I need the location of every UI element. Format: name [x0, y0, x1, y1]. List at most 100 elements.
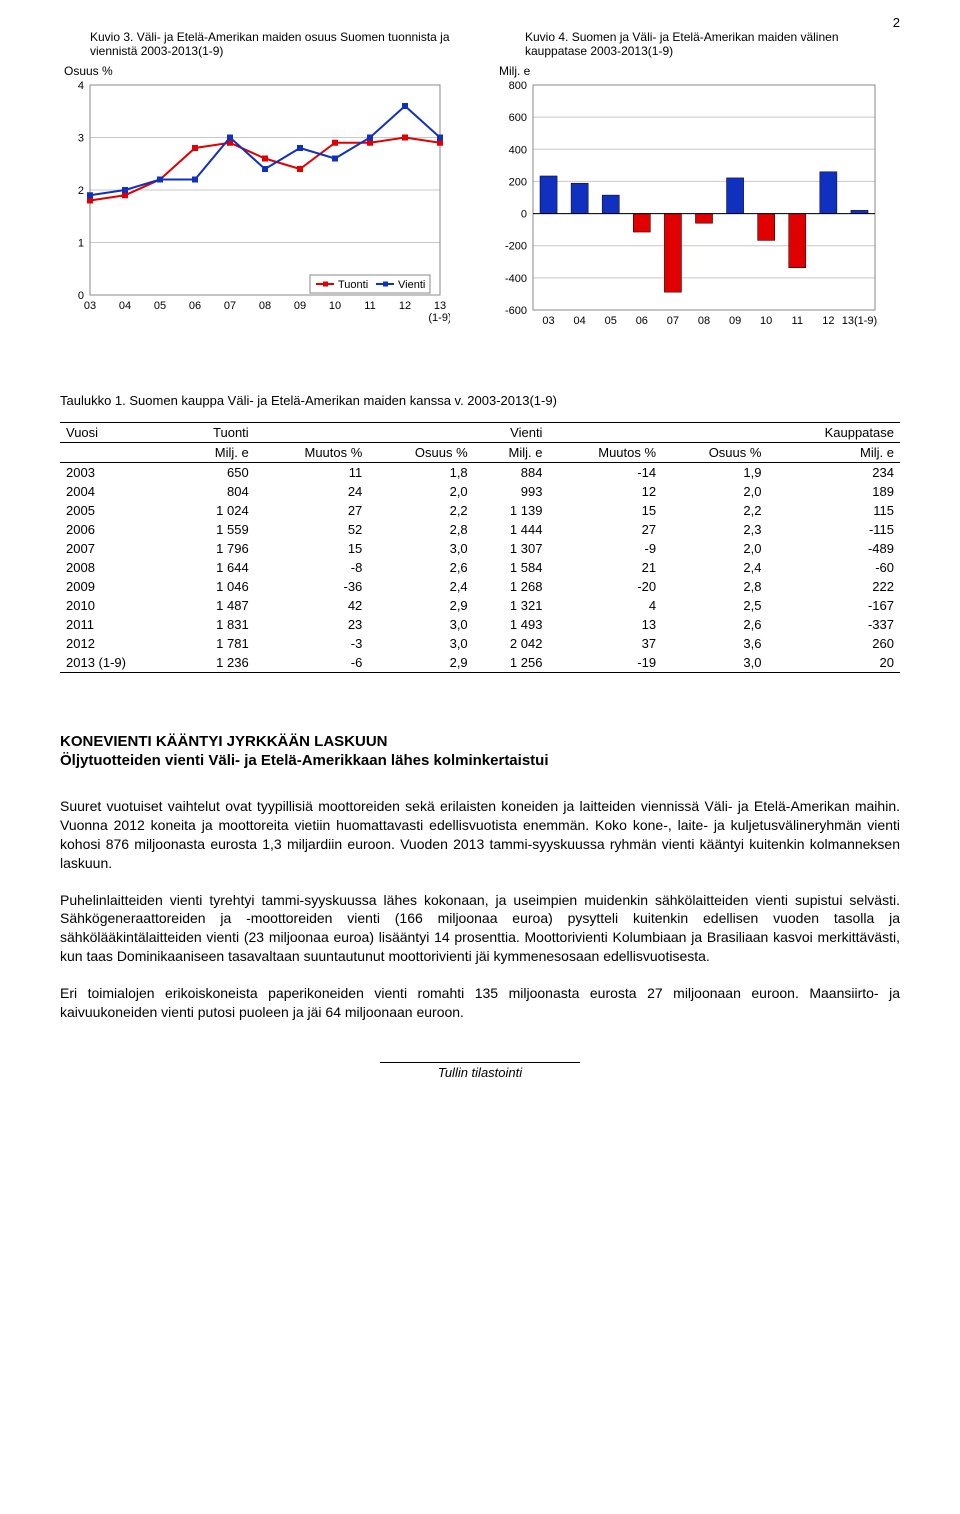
- svg-text:09: 09: [729, 315, 741, 327]
- footer-text: Tullin tilastointi: [380, 1062, 580, 1080]
- table-row: 20081 644-82,61 584212,4-60: [60, 558, 900, 577]
- table-cell: 1,9: [662, 463, 767, 483]
- svg-text:-200: -200: [505, 241, 527, 253]
- table-cell: 13: [548, 615, 662, 634]
- table-cell: 1 139: [474, 501, 549, 520]
- table-cell: 3,0: [368, 634, 473, 653]
- svg-text:11: 11: [364, 300, 375, 312]
- table-cell: 1 493: [474, 615, 549, 634]
- table-cell: 993: [474, 482, 549, 501]
- svg-text:0: 0: [521, 209, 527, 221]
- table-cell: -3: [255, 634, 369, 653]
- table-cell: 884: [474, 463, 549, 483]
- svg-text:1: 1: [78, 238, 84, 250]
- chart1-y-title: Osuus %: [60, 64, 465, 78]
- svg-text:06: 06: [189, 300, 201, 312]
- svg-text:400: 400: [509, 144, 527, 156]
- table-cell: -20: [548, 577, 662, 596]
- table-cell: 234: [767, 463, 900, 483]
- table-cell: 1 307: [474, 539, 549, 558]
- svg-text:04: 04: [119, 300, 131, 312]
- table-row: 20111 831233,01 493132,6-337: [60, 615, 900, 634]
- table-row: 20101 487422,91 32142,5-167: [60, 596, 900, 615]
- table-cell: 2013 (1-9): [60, 653, 177, 673]
- table-cell: 1 487: [177, 596, 255, 615]
- table-cell: 1 559: [177, 520, 255, 539]
- table-cell: 15: [548, 501, 662, 520]
- paragraph: Suuret vuotuiset vaihtelut ovat tyypilli…: [60, 797, 900, 873]
- svg-text:Tuonti: Tuonti: [338, 279, 368, 291]
- table-cell: 2,2: [662, 501, 767, 520]
- table-cell: 2 042: [474, 634, 549, 653]
- table-cell: 2012: [60, 634, 177, 653]
- table-cell: 2,4: [662, 558, 767, 577]
- svg-text:200: 200: [509, 176, 527, 188]
- table-cell: 2,4: [368, 577, 473, 596]
- svg-text:08: 08: [259, 300, 271, 312]
- table-header: Vienti: [474, 423, 549, 443]
- table-subheader: Muutos %: [548, 443, 662, 463]
- table-cell: 1 831: [177, 615, 255, 634]
- svg-text:08: 08: [698, 315, 710, 327]
- paragraph: Puhelinlaitteiden vienti tyrehtyi tammi-…: [60, 891, 900, 967]
- svg-text:07: 07: [667, 315, 679, 327]
- table-cell: 2007: [60, 539, 177, 558]
- table-cell: 2,6: [368, 558, 473, 577]
- table-cell: 1 024: [177, 501, 255, 520]
- svg-text:03: 03: [84, 300, 96, 312]
- table-subheader: [60, 443, 177, 463]
- svg-text:10: 10: [760, 315, 772, 327]
- svg-text:05: 05: [154, 300, 166, 312]
- table-cell: 2003: [60, 463, 177, 483]
- table-cell: 3,0: [368, 539, 473, 558]
- table-cell: 1 796: [177, 539, 255, 558]
- table-cell: 2,0: [662, 539, 767, 558]
- table-cell: 1 321: [474, 596, 549, 615]
- table-cell: 650: [177, 463, 255, 483]
- svg-text:12: 12: [399, 300, 411, 312]
- table-cell: 27: [255, 501, 369, 520]
- table-row: 20091 046-362,41 268-202,8222: [60, 577, 900, 596]
- table-cell: 3,0: [368, 615, 473, 634]
- table-cell: 12: [548, 482, 662, 501]
- table-cell: 1 236: [177, 653, 255, 673]
- table-cell: 1 584: [474, 558, 549, 577]
- paragraph: Eri toimialojen erikoiskoneista paperiko…: [60, 984, 900, 1022]
- table-row: 20121 781-33,02 042373,6260: [60, 634, 900, 653]
- section-subheading: Öljytuotteiden vienti Väli- ja Etelä-Ame…: [60, 752, 900, 769]
- table-cell: 2004: [60, 482, 177, 501]
- charts-row: Kuvio 3. Väli- ja Etelä-Amerikan maiden …: [60, 30, 900, 343]
- svg-text:4: 4: [78, 80, 84, 92]
- svg-text:13: 13: [434, 300, 446, 312]
- table-cell: 2011: [60, 615, 177, 634]
- svg-text:04: 04: [574, 315, 586, 327]
- table-cell: -9: [548, 539, 662, 558]
- text-section: KONEVIENTI KÄÄNTYI JYRKKÄÄN LASKUUN Öljy…: [60, 733, 900, 1022]
- table-subheader: Osuus %: [662, 443, 767, 463]
- table-cell: 37: [548, 634, 662, 653]
- table-cell: 24: [255, 482, 369, 501]
- table-cell: 2,8: [662, 577, 767, 596]
- table-cell: -337: [767, 615, 900, 634]
- table-cell: 804: [177, 482, 255, 501]
- svg-text:(1-9): (1-9): [428, 312, 450, 324]
- table-cell: 11: [255, 463, 369, 483]
- table-cell: -6: [255, 653, 369, 673]
- table-cell: 2,5: [662, 596, 767, 615]
- table-cell: 21: [548, 558, 662, 577]
- table-cell: 20: [767, 653, 900, 673]
- svg-text:3: 3: [78, 133, 84, 145]
- table-header: [255, 423, 369, 443]
- svg-text:07: 07: [224, 300, 236, 312]
- table-cell: 115: [767, 501, 900, 520]
- table-cell: 2005: [60, 501, 177, 520]
- table-cell: 189: [767, 482, 900, 501]
- table-cell: 2,9: [368, 653, 473, 673]
- table-header: Vuosi: [60, 423, 177, 443]
- table-cell: 2,0: [662, 482, 767, 501]
- table-cell: 23: [255, 615, 369, 634]
- svg-text:2: 2: [78, 185, 84, 197]
- chart2-svg: -600-400-2000200400600800030405060708091…: [495, 80, 885, 340]
- svg-text:600: 600: [509, 112, 527, 124]
- table-cell: 2,9: [368, 596, 473, 615]
